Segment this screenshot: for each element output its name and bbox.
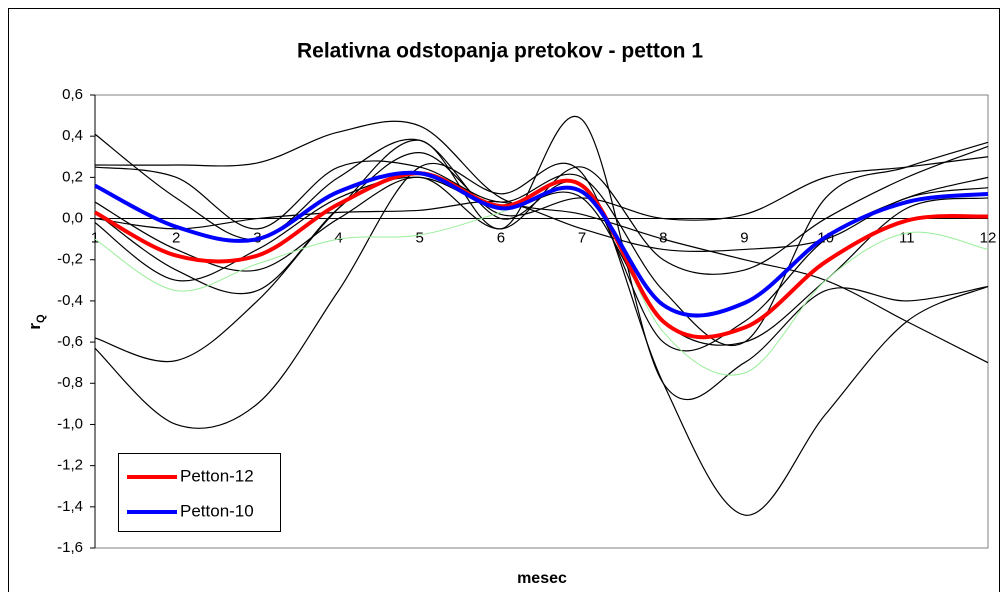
y-axis-label: rQ [25,314,46,330]
y-tick-label: 0,2 [62,168,83,185]
series-line [94,170,989,318]
x-tick-label: 12 [980,230,997,247]
y-tick-label: 0,4 [62,127,83,144]
x-tick-label: 8 [659,230,667,247]
x-tick-label: 6 [497,230,505,247]
y-axis-label-main: r [25,323,44,330]
member-line [94,115,989,400]
legend-box [118,453,281,532]
y-tick-label: 0,6 [62,86,83,103]
y-tick-label: -0,6 [57,333,83,350]
series-line [94,171,989,340]
y-tick-label: -0,2 [57,251,83,268]
x-tick-label: 2 [172,230,180,247]
x-tick-label: 9 [740,230,748,247]
y-tick-label: -1,2 [57,457,83,474]
x-tick-label: 5 [416,230,424,247]
chart-title: Relativna odstopanja pretokov - petton 1 [297,40,703,63]
y-tick-label: -1,4 [57,498,83,515]
member-line [94,187,989,253]
member-line [94,152,989,295]
x-tick-label: 7 [578,230,586,247]
y-tick-label: -0,4 [57,292,83,309]
member-line [94,141,989,347]
legend-label: Petton-10 [180,501,254,520]
x-tick-label: 4 [334,230,342,247]
member-line [94,120,989,364]
y-tick-label: -0,8 [57,374,83,391]
legend-label: Petton-12 [180,466,254,485]
y-axis-label-sub: Q [35,314,47,323]
x-tick-label: 1 [91,230,99,247]
y-tick-label: -1,6 [57,539,83,556]
y-tick-label: -1,0 [57,415,83,432]
x-axis-label: mesec [517,570,567,587]
member-line [94,162,989,516]
y-tick-label: 0,0 [62,210,83,227]
